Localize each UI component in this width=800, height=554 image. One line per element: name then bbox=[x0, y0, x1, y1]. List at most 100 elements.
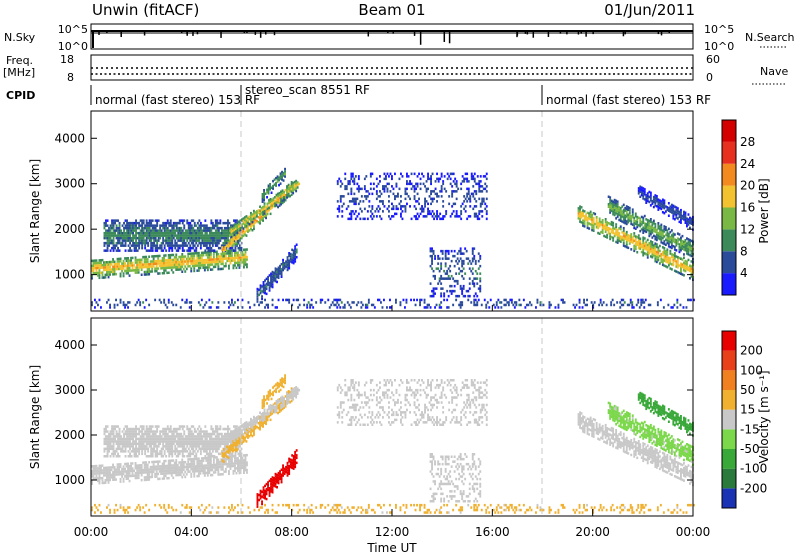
heatmap-cell bbox=[184, 241, 187, 245]
heatmap-cell bbox=[106, 435, 109, 438]
heatmap-cell bbox=[151, 460, 154, 464]
heatmap-cell bbox=[157, 272, 160, 275]
heatmap-cell bbox=[586, 211, 589, 215]
heatmap-cell bbox=[200, 261, 203, 265]
heatmap-cell bbox=[613, 232, 616, 235]
heatmap-cell bbox=[217, 257, 220, 261]
heatmap-cell bbox=[150, 241, 153, 245]
heatmap-cell bbox=[283, 195, 285, 199]
heatmap-cell bbox=[221, 246, 224, 249]
heatmap-cell bbox=[577, 207, 580, 210]
heatmap-cell bbox=[409, 182, 411, 186]
heatmap-cell bbox=[673, 218, 676, 221]
heatmap-cell bbox=[637, 236, 640, 240]
heatmap-cell bbox=[684, 244, 687, 247]
heatmap-cell bbox=[633, 234, 636, 238]
heatmap-cell bbox=[168, 231, 171, 235]
heatmap-cell bbox=[223, 234, 226, 237]
heatmap-cell bbox=[214, 239, 217, 242]
heatmap-cell bbox=[606, 236, 609, 239]
heatmap-cell bbox=[612, 226, 615, 230]
heatmap-cell bbox=[472, 185, 475, 188]
heatmap-cell bbox=[125, 257, 128, 260]
heatmap-cell bbox=[633, 247, 636, 250]
heatmap-cell bbox=[454, 190, 457, 193]
heatmap-cell bbox=[669, 257, 672, 260]
heatmap-cell bbox=[167, 464, 170, 467]
heatmap-cell bbox=[440, 301, 443, 304]
heatmap-cell bbox=[373, 306, 376, 309]
heatmap-cell bbox=[141, 221, 144, 225]
heatmap-cell bbox=[148, 255, 151, 258]
heatmap-cell bbox=[166, 234, 169, 237]
heatmap-cell bbox=[444, 264, 447, 268]
heatmap-cell bbox=[213, 239, 216, 242]
heatmap-cell bbox=[645, 253, 648, 256]
heatmap-cell bbox=[658, 235, 661, 238]
heatmap-cell bbox=[160, 452, 163, 456]
heatmap-cell bbox=[122, 470, 125, 473]
heatmap-cell bbox=[138, 221, 141, 225]
heatmap-cell bbox=[154, 255, 157, 258]
heatmap-cell bbox=[427, 187, 429, 191]
heatmap-cell bbox=[690, 272, 693, 276]
heatmap-cell bbox=[235, 457, 238, 460]
heatmap-cell bbox=[366, 190, 369, 193]
heatmap-cell bbox=[216, 219, 219, 222]
heatmap-cell bbox=[111, 452, 113, 456]
heatmap-cell bbox=[642, 239, 645, 242]
heatmap-cell bbox=[351, 180, 354, 183]
heatmap-cell bbox=[109, 476, 111, 479]
heatmap-cell bbox=[667, 256, 670, 260]
heatmap-cell bbox=[589, 213, 592, 216]
heatmap-cell bbox=[156, 452, 159, 456]
heatmap-cell bbox=[201, 224, 204, 227]
heatmap-cell bbox=[438, 303, 441, 307]
heatmap-cell bbox=[155, 259, 158, 263]
heatmap-cell bbox=[424, 200, 426, 203]
heatmap-cell bbox=[419, 303, 421, 307]
heatmap-cell bbox=[169, 263, 172, 267]
heatmap-cell bbox=[475, 190, 478, 193]
heatmap-cell bbox=[640, 250, 643, 254]
heatmap-cell bbox=[92, 477, 95, 480]
heatmap-cell bbox=[684, 262, 687, 265]
heatmap-cell bbox=[108, 450, 110, 453]
heatmap-cell bbox=[637, 192, 640, 195]
heatmap-cell bbox=[101, 479, 104, 482]
heatmap-cell bbox=[180, 236, 183, 240]
heatmap-cell bbox=[201, 241, 204, 245]
heatmap-cell bbox=[149, 468, 152, 471]
heatmap-cell bbox=[188, 257, 191, 260]
heatmap-cell bbox=[123, 226, 125, 230]
heatmap-cell bbox=[156, 249, 159, 252]
heatmap-cell bbox=[588, 214, 591, 218]
heatmap-cell bbox=[667, 202, 670, 205]
heatmap-cell bbox=[124, 432, 127, 436]
heatmap-cell bbox=[680, 236, 682, 239]
heatmap-cell bbox=[140, 466, 143, 469]
heatmap-cell bbox=[298, 303, 301, 307]
heatmap-cell bbox=[250, 227, 252, 231]
heatmap-cell bbox=[147, 229, 150, 232]
heatmap-cell bbox=[207, 226, 210, 230]
heatmap-cell bbox=[228, 267, 230, 270]
heatmap-cell bbox=[97, 264, 99, 267]
heatmap-cell bbox=[196, 465, 199, 468]
heatmap-cell bbox=[476, 175, 479, 178]
heatmap-cell bbox=[119, 260, 122, 263]
heatmap-cell bbox=[130, 455, 133, 458]
heatmap-cell bbox=[172, 266, 175, 269]
heatmap-cell bbox=[200, 259, 203, 262]
heatmap-cell bbox=[476, 215, 479, 218]
heatmap-cell bbox=[187, 262, 190, 266]
heatmap-cell bbox=[377, 195, 380, 198]
heatmap-cell bbox=[157, 467, 160, 471]
heatmap-cell bbox=[104, 481, 107, 484]
heatmap-cell bbox=[112, 221, 115, 225]
heatmap-cell bbox=[481, 197, 484, 201]
heatmap-cell bbox=[115, 249, 118, 252]
heatmap-cell bbox=[610, 228, 613, 231]
heatmap-cell bbox=[106, 273, 108, 276]
heatmap-cell bbox=[392, 187, 395, 191]
